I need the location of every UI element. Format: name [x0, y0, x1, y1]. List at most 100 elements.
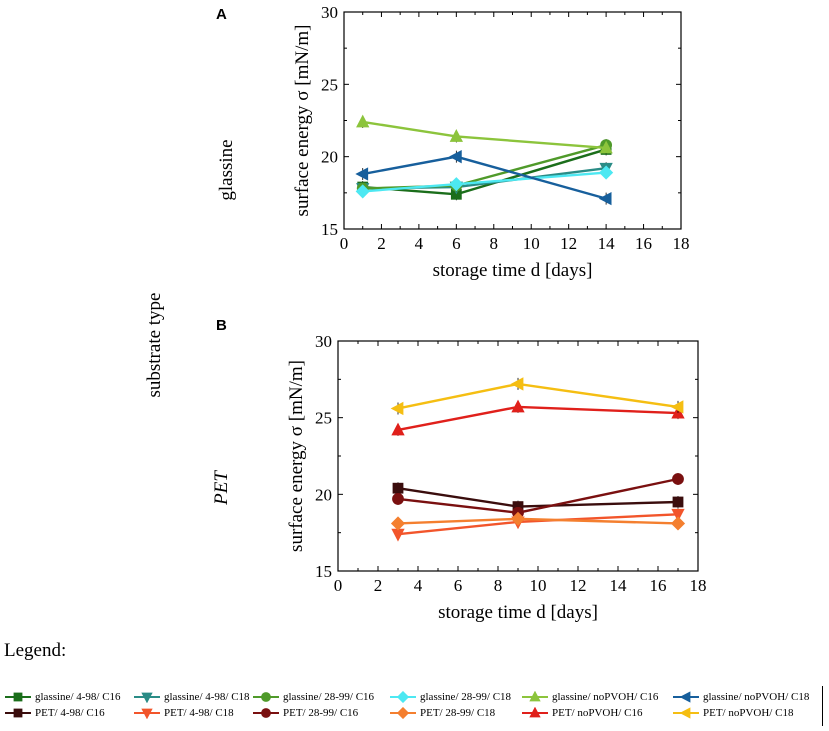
- legend-swatch: [253, 692, 279, 702]
- data-point: [670, 516, 686, 531]
- legend-label: PET/ 28-99/ C16: [283, 707, 359, 719]
- legend-label: PET/ noPVOH/ C18: [703, 707, 794, 719]
- y-tick-label: 20: [321, 148, 338, 167]
- data-point: [449, 177, 464, 192]
- x-axis-label: storage time d [days]: [433, 260, 593, 281]
- data-point: [390, 401, 404, 416]
- x-tick-label: 4: [415, 234, 424, 253]
- data-point: [671, 508, 685, 522]
- legend-marker: [529, 691, 541, 702]
- x-tick-label: 0: [334, 576, 343, 595]
- series-glassine-nopvoh-c18: [355, 150, 612, 206]
- legend-item-glassine-nopvoh-c18: glassine/ noPVOH/ C18: [672, 690, 809, 704]
- x-tick-label: 0: [340, 234, 349, 253]
- data-point: [599, 165, 614, 180]
- x-tick-label: 18: [690, 576, 707, 595]
- legend-marker: [396, 707, 410, 719]
- data-point: [355, 167, 369, 181]
- x-tick-label: 16: [650, 576, 667, 595]
- x-tick-label: 2: [374, 576, 383, 595]
- series-glassine-28-99-c18: [355, 165, 614, 199]
- data-point: [670, 400, 684, 414]
- y-tick-label: 30: [315, 332, 332, 351]
- legend-label: glassine/ 4-98/ C18: [164, 691, 250, 703]
- data-point: [672, 473, 684, 485]
- y-axis-label: surface energy σ [mN/m]: [286, 360, 307, 552]
- x-tick-label: 12: [570, 576, 587, 595]
- legend-item-pet-28-99-c16: PET/ 28-99/ C16: [252, 706, 358, 720]
- legend-label: glassine/ noPVOH/ C18: [703, 691, 810, 703]
- legend-swatch: [673, 707, 699, 719]
- series-pet-nopvoh-c18: [390, 377, 684, 416]
- x-tick-label: 6: [454, 576, 463, 595]
- y-tick-label: 25: [315, 409, 332, 428]
- legend-marker: [679, 691, 691, 703]
- legend-marker: [679, 707, 691, 719]
- x-tick-label: 6: [452, 234, 461, 253]
- legend-swatch: [253, 708, 279, 718]
- legend-swatch: [390, 691, 416, 703]
- legend-marker: [13, 692, 23, 702]
- y-axis-label: surface energy σ [mN/m]: [292, 25, 313, 217]
- data-point: [449, 129, 463, 142]
- legend-label: glassine/ noPVOH/ C16: [552, 691, 659, 703]
- data-point: [391, 422, 405, 436]
- data-point: [598, 191, 612, 206]
- legend-item-glassine-28-99-c16: glassine/ 28-99/ C16: [252, 690, 374, 704]
- x-tick-label: 10: [523, 234, 540, 253]
- legend-marker: [261, 708, 271, 718]
- chart-panel-b: 0 2 4 6 8 10 12 14 16 18 15 20 25 30 storage time d [d…: [286, 332, 707, 623]
- legend-item-glassine-28-99-c18: glassine/ 28-99/ C18: [389, 690, 511, 704]
- x-axis-label: storage time d [days]: [438, 602, 598, 623]
- legend-swatch: [522, 707, 548, 718]
- data-point: [356, 114, 370, 128]
- data-point: [355, 184, 370, 199]
- legend-label: glassine/ 4-98/ C16: [35, 691, 121, 703]
- data-point: [390, 516, 406, 531]
- legend-item-glassine-4-98-c16: glassine/ 4-98/ C16: [4, 690, 121, 704]
- legend-swatch: [134, 708, 160, 719]
- legend-border: [822, 686, 823, 726]
- x-tick-label: 14: [598, 234, 616, 253]
- panel-letter-a: A: [216, 6, 227, 23]
- chart-panel-a: 0 2 4 6 8 10 12 14 16 18 15 20 25 30 storage time d [d…: [292, 3, 690, 281]
- legend-label: PET/ noPVOH/ C16: [552, 707, 643, 719]
- legend-label: PET/ 4-98/ C16: [35, 707, 105, 719]
- legend-label: PET/ 28-99/ C18: [420, 707, 496, 719]
- x-tick-label: 4: [414, 576, 423, 595]
- data-point: [511, 399, 525, 413]
- x-tick-label: 18: [673, 234, 690, 253]
- legend-title: Legend:: [4, 640, 67, 661]
- legend-item-pet-4-98-c18: PET/ 4-98/ C18: [133, 706, 234, 720]
- data-point: [672, 496, 684, 508]
- legend-item-pet-4-98-c16: PET/ 4-98/ C16: [4, 706, 105, 720]
- legend-swatch: [390, 707, 416, 719]
- legend-marker: [141, 708, 153, 719]
- legend-marker: [396, 691, 410, 703]
- y-tick-label: 20: [315, 485, 332, 504]
- data-point: [510, 377, 524, 391]
- legend-label: glassine/ 28-99/ C16: [283, 691, 375, 703]
- x-tick-label: 8: [490, 234, 499, 253]
- legend-marker: [529, 707, 541, 718]
- legend-swatch: [5, 708, 31, 718]
- series-glassine-nopvoh-c16: [356, 114, 613, 154]
- legend-marker: [261, 692, 271, 702]
- legend-swatch: [522, 691, 548, 702]
- legend-marker: [141, 692, 153, 703]
- legend-item-glassine-4-98-c18: glassine/ 4-98/ C18: [133, 690, 250, 704]
- legend-label: glassine/ 28-99/ C18: [420, 691, 512, 703]
- legend-item-pet-nopvoh-c16: PET/ noPVOH/ C16: [521, 706, 642, 720]
- x-tick-label: 10: [530, 576, 547, 595]
- data-point: [448, 150, 462, 164]
- legend-swatch: [673, 691, 699, 703]
- data-point: [510, 511, 526, 526]
- x-tick-label: 2: [377, 234, 386, 253]
- y-tick-label: 15: [321, 220, 338, 239]
- x-tick-label: 16: [635, 234, 652, 253]
- legend-swatch: [134, 692, 160, 703]
- legend-label: PET/ 4-98/ C18: [164, 707, 234, 719]
- y-tick-label: 25: [321, 75, 338, 94]
- y-tick-label: 30: [321, 3, 338, 22]
